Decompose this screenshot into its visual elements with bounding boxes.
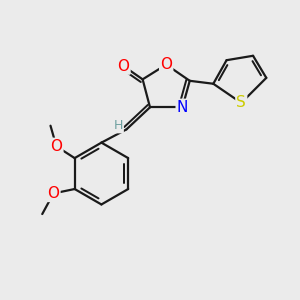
Text: O: O — [47, 186, 59, 201]
Text: O: O — [50, 139, 62, 154]
Text: O: O — [118, 58, 130, 74]
Text: S: S — [236, 95, 246, 110]
Text: H: H — [113, 119, 123, 132]
Text: O: O — [160, 57, 172, 72]
Text: N: N — [177, 100, 188, 115]
